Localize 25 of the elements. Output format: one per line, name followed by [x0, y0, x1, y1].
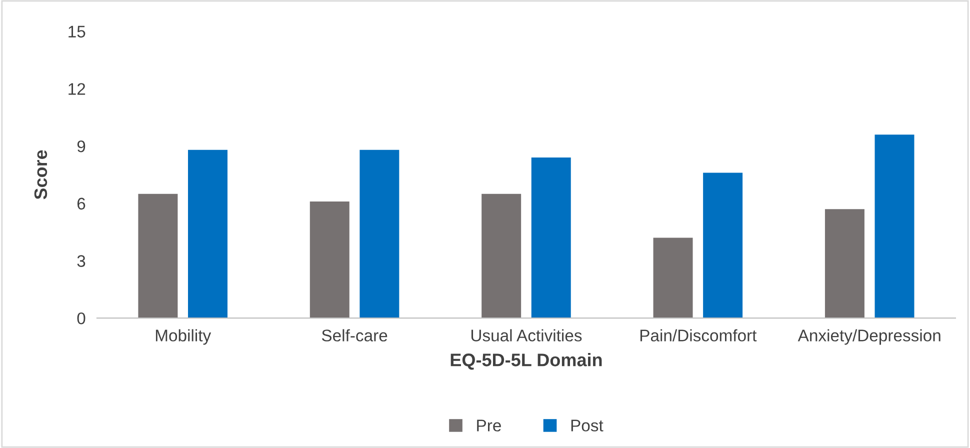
legend-label: Pre — [477, 420, 501, 432]
bar — [310, 201, 350, 318]
bar — [360, 150, 400, 318]
x-tick-label: Self-care — [322, 329, 388, 342]
y-tick-label: 15 — [68, 26, 86, 38]
x-tick-label: Pain/Discomfort — [640, 329, 757, 342]
y-tick-label: 12 — [68, 83, 86, 95]
x-tick-label: Anxiety/Depression — [798, 329, 940, 345]
bar — [824, 209, 864, 318]
y-tick-label: 0 — [77, 312, 86, 324]
y-tick-label: 9 — [77, 140, 86, 152]
bar — [703, 172, 743, 318]
bar — [874, 134, 914, 318]
bar — [531, 158, 571, 318]
bar — [482, 194, 522, 318]
x-tick-label: Usual Activities — [471, 329, 582, 342]
x-tick-label: Mobility — [156, 329, 212, 345]
bar — [653, 238, 693, 318]
y-axis-title: Score — [34, 150, 48, 200]
bar — [138, 194, 178, 318]
bar — [188, 150, 228, 318]
y-tick-label: 3 — [77, 255, 86, 267]
legend-label: Post — [571, 420, 604, 432]
x-axis-title: EQ-5D-5L Domain — [450, 353, 602, 370]
y-tick-label: 6 — [77, 198, 86, 210]
